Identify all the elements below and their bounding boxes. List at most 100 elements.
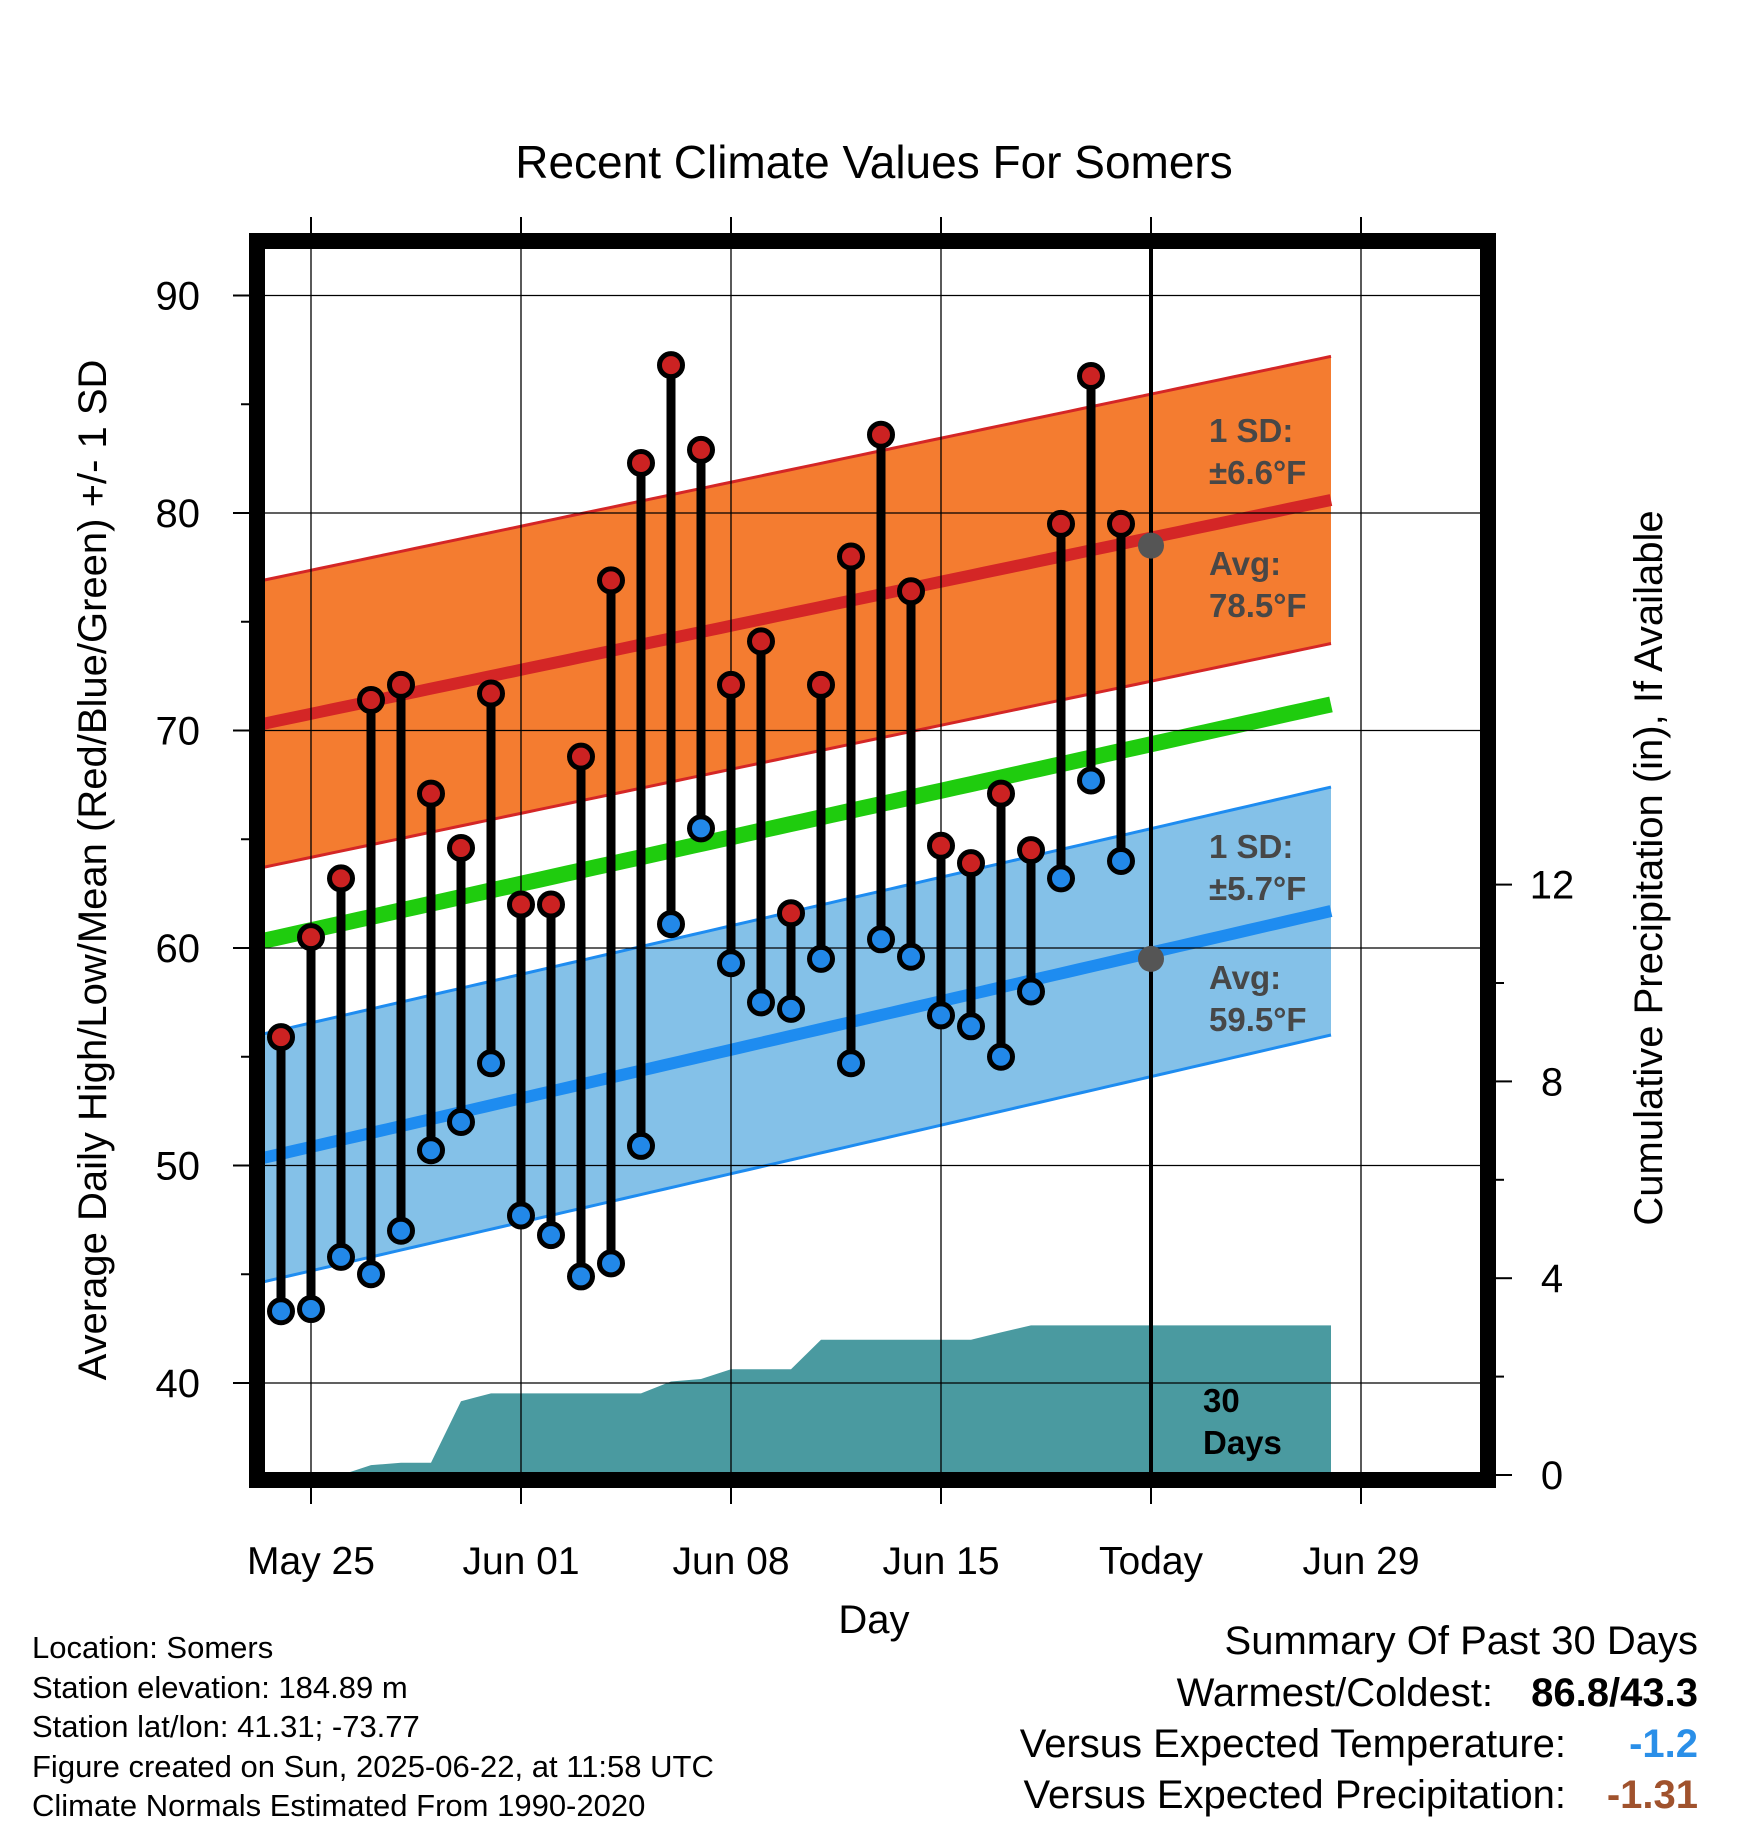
daily-high-point bbox=[327, 864, 355, 893]
y2-axis-label: Cumulative Precipitation (in), If Availa… bbox=[1627, 510, 1671, 1225]
y2-tick-label: 0 bbox=[1541, 1454, 1563, 1498]
daily-low-point bbox=[567, 1262, 595, 1291]
daily-low-point bbox=[1017, 977, 1045, 1006]
info-latlon: Station lat/lon: 41.31; -73.77 bbox=[32, 1709, 420, 1744]
high-sd-lower-line bbox=[262, 642, 1332, 870]
plot-content: 1 SD: ±6.6°F Avg: 78.5°F 1 SD: ±5.7°F Avg: 59.5… bbox=[262, 246, 1482, 1475]
x-tick-label: Jun 01 bbox=[462, 1540, 579, 1583]
daily-high-point bbox=[417, 779, 445, 808]
x-tick-label: May 25 bbox=[247, 1540, 375, 1583]
low-avg-label-2: 59.5°F bbox=[1209, 1001, 1307, 1038]
daily-high-point bbox=[777, 899, 805, 928]
daily-high-point bbox=[447, 833, 475, 862]
chart-title: Recent Climate Values For Somers bbox=[515, 136, 1233, 188]
normal-mean-line bbox=[262, 696, 1333, 950]
summary-panel: Summary Of Past 30 Days Warmest/Coldest:… bbox=[1020, 1619, 1698, 1817]
daily-low-point bbox=[537, 1221, 565, 1250]
daily-high-point bbox=[1077, 361, 1105, 390]
daily-low-point bbox=[777, 994, 805, 1023]
y-tick-label: 90 bbox=[156, 275, 201, 319]
daily-low-point bbox=[987, 1042, 1015, 1071]
info-elevation: Station elevation: 184.89 m bbox=[32, 1670, 408, 1705]
daily-low-point bbox=[1047, 864, 1075, 893]
info-location: Location: Somers bbox=[32, 1630, 273, 1665]
daily-low-point bbox=[747, 988, 775, 1017]
daily-low-point bbox=[1107, 847, 1135, 875]
daily-high-point bbox=[687, 435, 715, 464]
daily-low-point bbox=[597, 1249, 625, 1278]
summary-warm-cold-label: Warmest/Coldest: bbox=[1177, 1671, 1493, 1715]
high-avg-label-1: Avg: bbox=[1209, 545, 1281, 582]
daily-high-point bbox=[657, 351, 685, 380]
today-high-avg-point bbox=[1138, 532, 1164, 559]
daily-high-point bbox=[477, 679, 505, 708]
daily-low-point bbox=[477, 1049, 505, 1078]
daily-low-point bbox=[447, 1108, 475, 1136]
daily-low-point bbox=[687, 814, 715, 843]
y2-tick-label: 8 bbox=[1541, 1060, 1563, 1104]
daily-high-point bbox=[297, 923, 325, 952]
daily-low-point bbox=[897, 942, 925, 971]
daily-high-point bbox=[1107, 509, 1135, 538]
precip-area bbox=[262, 1325, 1331, 1475]
high-sd-label-1: 1 SD: bbox=[1209, 412, 1293, 449]
y-tick-label: 40 bbox=[156, 1362, 201, 1406]
daily-high-point bbox=[627, 448, 655, 477]
daily-high-point bbox=[837, 542, 865, 571]
daily-high-point bbox=[1047, 509, 1075, 538]
x-tick-label: Today bbox=[1099, 1540, 1204, 1583]
daily-low-point bbox=[1077, 766, 1105, 795]
y-tick-label: 70 bbox=[156, 710, 201, 754]
daily-low-point bbox=[357, 1260, 385, 1289]
daily-high-point bbox=[807, 670, 835, 699]
days-label-1: 30 bbox=[1203, 1382, 1240, 1419]
daily-high-point bbox=[597, 566, 625, 595]
daily-high-point bbox=[957, 849, 985, 878]
summary-temp-label: Versus Expected Temperature: bbox=[1020, 1722, 1566, 1766]
station-info: Location: Somers Station elevation: 184.… bbox=[32, 1630, 714, 1823]
daily-low-point bbox=[867, 925, 895, 954]
info-normals: Climate Normals Estimated From 1990-2020 bbox=[32, 1788, 645, 1823]
daily-high-point bbox=[987, 779, 1015, 808]
daily-low-point bbox=[417, 1136, 445, 1165]
summary-temp-value: -1.2 bbox=[1629, 1722, 1698, 1766]
daily-high-point bbox=[867, 420, 895, 449]
daily-low-point bbox=[807, 944, 835, 973]
daily-low-point bbox=[387, 1216, 415, 1245]
days-label-2: Days bbox=[1203, 1424, 1282, 1461]
summary-title: Summary Of Past 30 Days bbox=[1225, 1619, 1698, 1663]
daily-high-point bbox=[387, 670, 415, 699]
daily-high-point bbox=[897, 577, 925, 606]
high-sd-upper-line bbox=[262, 354, 1332, 583]
x-tick-label: Jun 15 bbox=[882, 1540, 999, 1583]
high-sd-label-2: ±6.6°F bbox=[1209, 454, 1306, 491]
low-sd-label-1: 1 SD: bbox=[1209, 828, 1293, 865]
daily-low-point bbox=[927, 1001, 955, 1030]
daily-high-point bbox=[267, 1023, 295, 1052]
daily-high-point bbox=[567, 742, 595, 771]
y-tick-label: 80 bbox=[156, 492, 201, 536]
daily-low-point bbox=[837, 1049, 865, 1078]
daily-low-point bbox=[717, 949, 745, 978]
daily-high-point bbox=[537, 890, 565, 919]
summary-precip-value: -1.31 bbox=[1607, 1773, 1698, 1817]
daily-low-point bbox=[507, 1201, 535, 1230]
y-tick-label: 50 bbox=[156, 1145, 201, 1189]
daily-low-point bbox=[657, 910, 685, 939]
info-created: Figure created on Sun, 2025-06-22, at 11… bbox=[32, 1749, 714, 1784]
y-tick-label: 60 bbox=[156, 927, 201, 971]
daily-low-point bbox=[297, 1295, 325, 1324]
x-axis-label: Day bbox=[838, 1598, 909, 1642]
daily-high-point bbox=[747, 627, 775, 656]
low-sd-label-2: ±5.7°F bbox=[1209, 870, 1306, 907]
axes: May 25 Jun 01 Jun 08 Jun 15 Today Jun 2940506… bbox=[156, 217, 1574, 1583]
daily-low-point bbox=[327, 1242, 355, 1271]
daily-high-point bbox=[507, 890, 535, 919]
daily-low-point bbox=[627, 1131, 655, 1160]
plot-area: 1 SD: ±6.6°F Avg: 78.5°F 1 SD: ±5.7°F Avg: 59.5… bbox=[262, 246, 1482, 1475]
x-tick-label: Jun 08 bbox=[672, 1540, 789, 1583]
low-avg-label-1: Avg: bbox=[1209, 959, 1281, 996]
y-axis-label: Average Daily High/Low/Mean (Red/Blue/Gr… bbox=[71, 360, 115, 1381]
daily-high-point bbox=[1017, 836, 1045, 865]
